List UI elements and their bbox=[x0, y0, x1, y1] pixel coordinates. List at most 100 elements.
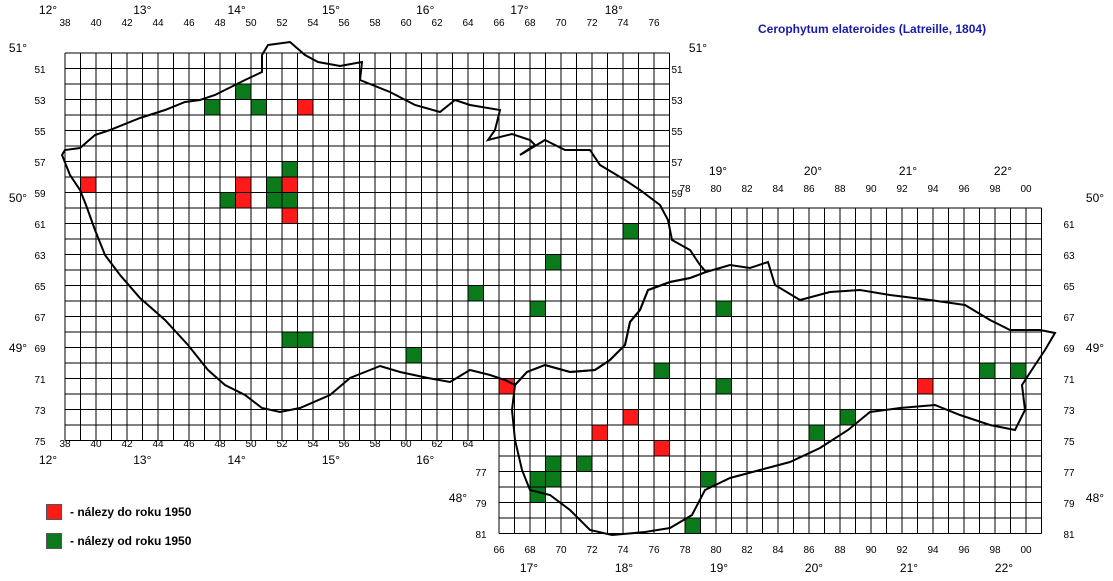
row-label-left: 81 bbox=[475, 530, 487, 541]
row-label-left: 63 bbox=[34, 251, 46, 262]
column-label-bottom: 94 bbox=[927, 545, 939, 556]
column-label-top: 92 bbox=[896, 184, 908, 195]
legend-swatch-green bbox=[46, 533, 62, 549]
row-label-right: 57 bbox=[671, 158, 683, 169]
record-cell-since-1950 bbox=[809, 425, 825, 441]
record-cell-since-1950 bbox=[685, 518, 701, 534]
record-cell-since-1950 bbox=[576, 456, 592, 472]
column-label-bottom: 84 bbox=[772, 545, 784, 556]
column-label-top: 50 bbox=[245, 18, 257, 29]
column-label-bottom: 52 bbox=[276, 439, 288, 450]
column-label-top: 46 bbox=[183, 18, 195, 29]
longitude-label-top: 13° bbox=[133, 3, 151, 17]
column-label-top: 80 bbox=[710, 184, 722, 195]
record-cell-before-1950 bbox=[654, 440, 670, 456]
record-cell-since-1950 bbox=[297, 332, 313, 348]
row-label-right: 59 bbox=[671, 189, 683, 200]
column-label-bottom: 88 bbox=[834, 545, 846, 556]
row-label-right: 61 bbox=[1063, 220, 1075, 231]
row-label-left: 51 bbox=[34, 65, 46, 76]
row-label-right: 65 bbox=[1063, 282, 1075, 293]
row-label-right: 73 bbox=[1063, 406, 1075, 417]
column-label-top: 72 bbox=[586, 18, 598, 29]
column-label-bottom: 50 bbox=[245, 439, 257, 450]
column-label-top: 96 bbox=[958, 184, 970, 195]
column-label-top: 86 bbox=[803, 184, 815, 195]
column-label-top: 64 bbox=[462, 18, 474, 29]
longitude-label-bottom: 19° bbox=[710, 561, 728, 575]
row-label-left: 53 bbox=[34, 96, 46, 107]
column-label-top: 00 bbox=[1020, 184, 1032, 195]
record-cell-since-1950 bbox=[530, 301, 546, 317]
column-label-bottom: 76 bbox=[648, 545, 660, 556]
slovakia-border bbox=[510, 260, 1057, 537]
longitude-label-bottom: 16° bbox=[416, 453, 434, 467]
longitude-label-bottom: 21° bbox=[900, 561, 918, 575]
column-label-top: 68 bbox=[524, 18, 536, 29]
column-label-bottom: 38 bbox=[59, 439, 71, 450]
column-label-bottom: 58 bbox=[369, 439, 381, 450]
column-label-bottom: 56 bbox=[338, 439, 350, 450]
record-cell-since-1950 bbox=[654, 363, 670, 379]
column-label-bottom: 86 bbox=[803, 545, 815, 556]
row-label-right: 79 bbox=[1063, 499, 1075, 510]
column-label-top: 56 bbox=[338, 18, 350, 29]
legend-item-before-1950: - nálezy do roku 1950 bbox=[46, 503, 191, 521]
record-cell-since-1950 bbox=[266, 177, 282, 193]
column-label-bottom: 72 bbox=[586, 545, 598, 556]
grid-layer bbox=[64, 52, 1042, 534]
record-cell-since-1950 bbox=[545, 471, 561, 487]
longitude-label-bottom: 15° bbox=[322, 453, 340, 467]
record-cell-before-1950 bbox=[235, 192, 251, 208]
longitude-label-top: 20° bbox=[804, 164, 822, 178]
record-cell-since-1950 bbox=[530, 487, 546, 503]
column-label-top: 76 bbox=[648, 18, 660, 29]
column-label-bottom: 00 bbox=[1020, 545, 1032, 556]
record-cell-since-1950 bbox=[235, 84, 251, 100]
column-label-top: 78 bbox=[679, 184, 691, 195]
row-label-left: 73 bbox=[34, 406, 46, 417]
longitude-label-top: 15° bbox=[322, 3, 340, 17]
column-label-bottom: 74 bbox=[617, 545, 629, 556]
column-label-bottom: 46 bbox=[183, 439, 195, 450]
record-cell-since-1950 bbox=[204, 99, 220, 115]
column-label-bottom: 40 bbox=[90, 439, 102, 450]
row-label-right: 53 bbox=[671, 96, 683, 107]
legend-swatch-red bbox=[46, 504, 62, 520]
row-label-left: 77 bbox=[475, 468, 487, 479]
column-label-bottom: 64 bbox=[462, 439, 474, 450]
longitude-label-bottom: 18° bbox=[615, 561, 633, 575]
column-label-bottom: 62 bbox=[431, 439, 443, 450]
record-cell-since-1950 bbox=[545, 254, 561, 270]
records-layer bbox=[80, 84, 1026, 534]
longitude-label-top: 17° bbox=[510, 3, 528, 17]
map-title: Cerophytum elateroides (Latreille, 1804) bbox=[758, 22, 987, 36]
column-label-bottom: 54 bbox=[307, 439, 319, 450]
column-label-top: 40 bbox=[90, 18, 102, 29]
record-cell-since-1950 bbox=[468, 285, 484, 301]
latitude-label-left: 48° bbox=[449, 491, 467, 505]
longitude-label-top: 21° bbox=[899, 164, 917, 178]
record-cell-since-1950 bbox=[1010, 363, 1026, 379]
row-label-left: 61 bbox=[34, 220, 46, 231]
longitude-label-top: 14° bbox=[228, 3, 246, 17]
legend-label: - nálezy do roku 1950 bbox=[70, 505, 192, 519]
longitude-label-top: 19° bbox=[709, 164, 727, 178]
record-cell-since-1950 bbox=[979, 363, 995, 379]
row-label-left: 59 bbox=[34, 189, 46, 200]
latitude-label-left: 49° bbox=[9, 341, 27, 355]
czech-border bbox=[60, 40, 708, 414]
record-cell-since-1950 bbox=[623, 223, 639, 239]
row-label-right: 77 bbox=[1063, 468, 1075, 479]
column-label-bottom: 90 bbox=[865, 545, 877, 556]
record-cell-since-1950 bbox=[282, 161, 298, 177]
latitude-label-right: 51° bbox=[689, 41, 707, 55]
row-label-right: 81 bbox=[1063, 530, 1075, 541]
row-label-right: 67 bbox=[1063, 313, 1075, 324]
row-label-left: 71 bbox=[34, 375, 46, 386]
longitude-label-bottom: 17° bbox=[520, 561, 538, 575]
record-cell-before-1950 bbox=[80, 177, 96, 193]
record-cell-before-1950 bbox=[592, 425, 608, 441]
column-label-top: 44 bbox=[152, 18, 164, 29]
